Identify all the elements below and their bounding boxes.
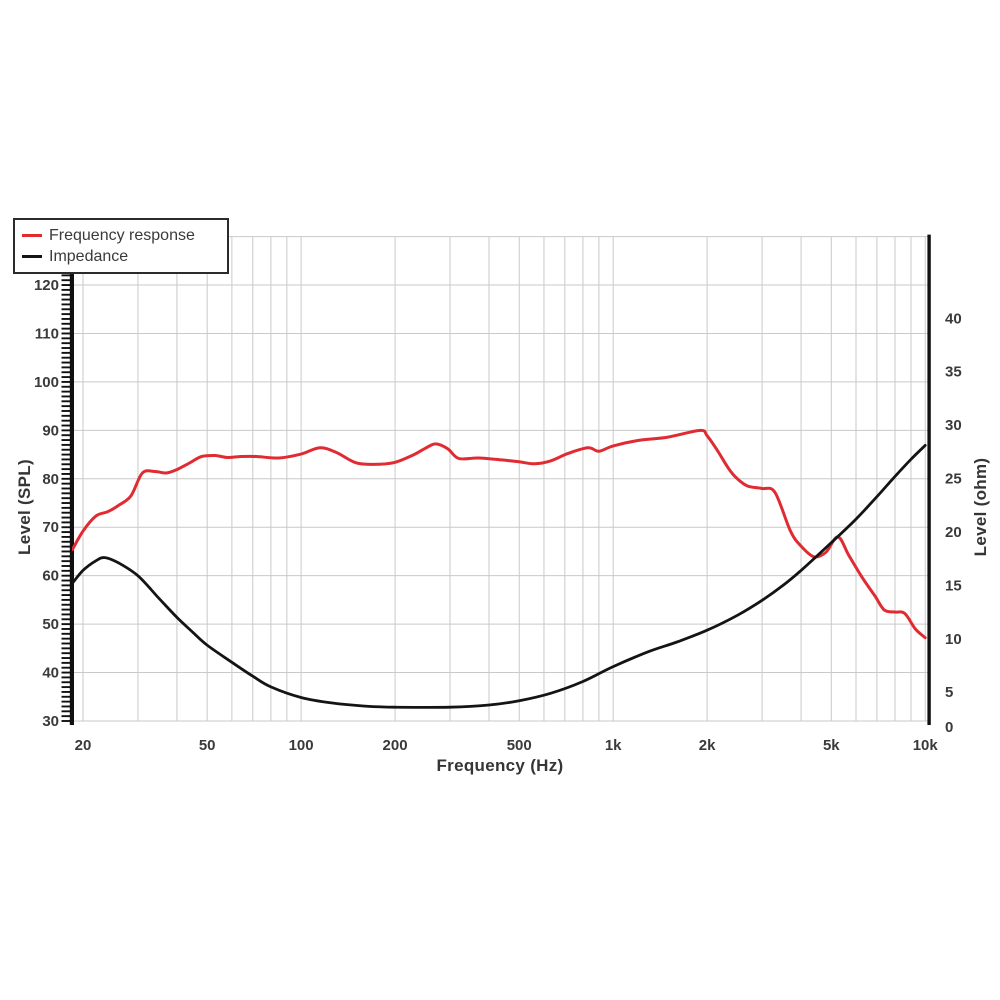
legend-item-frequency-response: Frequency response [22, 227, 227, 245]
left-axis-line [69, 234, 74, 725]
legend-label: Impedance [49, 247, 129, 265]
legend-item-impedance: Impedance [22, 248, 227, 266]
y-right-tick-label: 35 [945, 364, 962, 381]
y-right-tick-label: 30 [945, 417, 962, 434]
x-tick-label: 1k [605, 737, 622, 754]
x-tick-label: 2k [699, 737, 716, 754]
grid-layer [72, 236, 929, 722]
y-left-tick-label: 100 [34, 374, 59, 391]
y-right-tick-label: 15 [945, 577, 962, 594]
y-right-tick-label: 10 [945, 631, 962, 648]
x-tick-label: 5k [823, 737, 840, 754]
y-right-tick-label: 0 [945, 719, 953, 736]
impedance-line-swatch [22, 255, 42, 258]
frequency-response-line-swatch [22, 234, 42, 237]
y-left-tick-label: 120 [34, 277, 59, 294]
left-axis-minor-ticks [61, 235, 70, 722]
y-left-tick-label: 50 [42, 616, 59, 633]
y-right-tick-label: 25 [945, 471, 962, 488]
frequency-response-curve [72, 428, 927, 640]
x-tick-label: 20 [75, 737, 92, 754]
y-left-tick-label: 80 [42, 471, 59, 488]
x-tick-label: 10k [913, 737, 939, 754]
x-axis-title: Frequency (Hz) [436, 756, 564, 775]
x-tick-label: 500 [507, 737, 532, 754]
y-left-tick-label: 40 [42, 665, 59, 682]
y-left-tick-label: 30 [42, 713, 59, 730]
legend: Frequency response Impedance [13, 218, 229, 274]
axis-layer [69, 234, 931, 725]
y-right-tick-label: 5 [945, 684, 953, 701]
tick-labels: 1201101009080706050403040353025201510502… [34, 277, 962, 754]
impedance-curve [72, 444, 927, 709]
y-left-tick-label: 110 [35, 325, 59, 342]
right-axis-line [927, 234, 931, 725]
x-tick-label: 200 [383, 737, 408, 754]
y-left-tick-label: 90 [42, 422, 59, 439]
y-left-tick-label: 70 [42, 519, 59, 536]
x-tick-label: 100 [289, 737, 314, 754]
legend-label: Frequency response [49, 226, 195, 244]
y-left-axis-title: Level (SPL) [15, 459, 34, 555]
y-right-axis-title: Level (ohm) [971, 457, 990, 557]
y-right-tick-label: 40 [945, 310, 962, 327]
y-left-tick-label: 60 [42, 568, 59, 585]
x-tick-label: 50 [199, 737, 216, 754]
y-right-tick-label: 20 [945, 524, 962, 541]
series-layer [72, 428, 927, 709]
